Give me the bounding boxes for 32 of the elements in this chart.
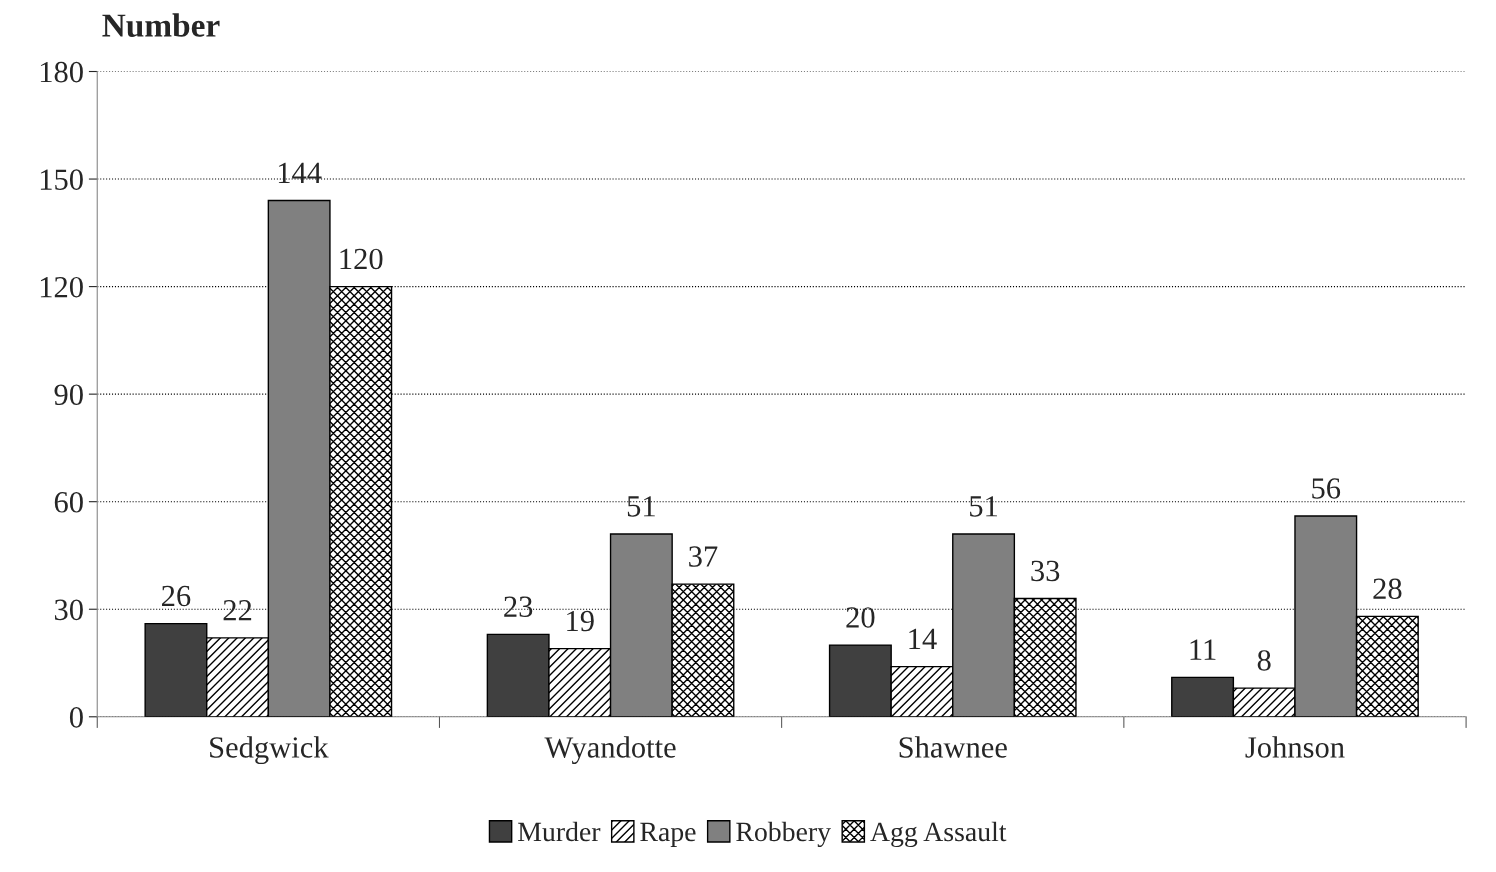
- y-tick-label: 180: [40, 61, 83, 83]
- legend-label: Rape: [640, 822, 696, 847]
- data-label: 26: [162, 585, 191, 607]
- x-tick-label: Shawnee: [899, 736, 1007, 758]
- data-label: 37: [689, 546, 718, 567]
- data-label: 22: [223, 600, 252, 621]
- data-label: 56: [1312, 478, 1341, 499]
- y-tick-label: 0: [69, 707, 83, 728]
- legend-label: Robbery: [736, 821, 831, 847]
- legend-label: Agg Assault: [870, 821, 1007, 847]
- data-label: 120: [340, 248, 383, 270]
- x-tick-label: Sedgwick: [210, 736, 329, 765]
- y-tick-label: 120: [40, 276, 83, 298]
- y-tick-label: 60: [54, 491, 83, 513]
- data-label: 8: [1257, 650, 1271, 671]
- data-label: 20: [846, 607, 875, 628]
- data-label: 19: [567, 610, 594, 632]
- x-tick-label: Johnson: [1245, 736, 1345, 758]
- legend-label: Murder: [518, 821, 601, 842]
- y-tick-label: 30: [54, 599, 83, 621]
- data-label: 28: [1373, 578, 1402, 600]
- data-label: 23: [504, 596, 533, 618]
- data-label: 11: [1190, 639, 1216, 660]
- y-tick-label: 90: [54, 384, 83, 406]
- data-label: 14: [909, 628, 937, 649]
- y-axis-title: Number: [102, 13, 220, 37]
- data-label: 33: [1031, 560, 1060, 582]
- y-tick-label: 150: [40, 169, 83, 190]
- data-label: 144: [278, 162, 322, 183]
- data-label: 51: [627, 496, 655, 517]
- data-label: 51: [970, 496, 998, 517]
- x-tick-label: Wyandotte: [544, 736, 676, 765]
